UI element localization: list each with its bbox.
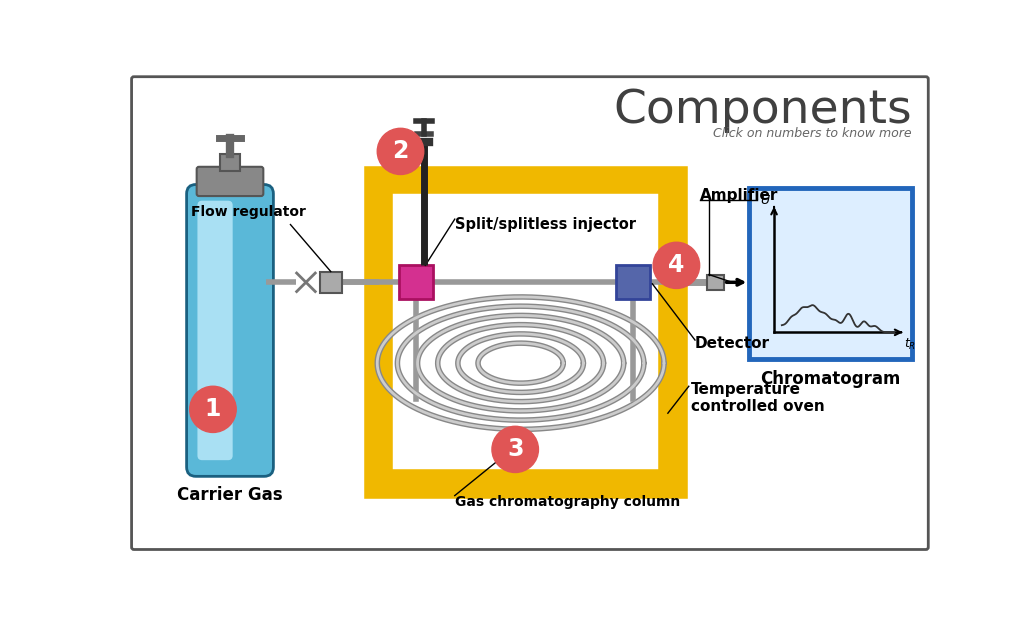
Text: Chromatogram: Chromatogram — [760, 370, 901, 388]
Text: $t_R$: $t_R$ — [905, 337, 916, 352]
Text: Flow regulator: Flow regulator — [191, 205, 306, 219]
Text: Split/splitless injector: Split/splitless injector — [455, 217, 636, 232]
Text: 1: 1 — [205, 397, 221, 422]
FancyBboxPatch shape — [186, 185, 273, 476]
Circle shape — [492, 427, 539, 472]
Bar — [706, 275, 724, 290]
Bar — [390, 192, 661, 472]
Text: Amplifier: Amplifier — [700, 188, 778, 203]
Bar — [378, 180, 672, 482]
FancyBboxPatch shape — [131, 77, 929, 549]
Circle shape — [653, 242, 700, 288]
Text: Detector: Detector — [695, 336, 770, 351]
Circle shape — [377, 128, 424, 174]
Text: U: U — [760, 194, 769, 207]
Text: 3: 3 — [507, 437, 523, 461]
FancyBboxPatch shape — [196, 167, 264, 196]
Bar — [378, 180, 672, 482]
FancyBboxPatch shape — [197, 201, 233, 460]
Bar — [220, 154, 240, 170]
Bar — [750, 188, 912, 360]
Text: 4: 4 — [668, 254, 685, 277]
Bar — [616, 265, 650, 299]
Text: Click on numbers to know more: Click on numbers to know more — [713, 126, 912, 140]
Circle shape — [189, 386, 236, 433]
Text: Carrier Gas: Carrier Gas — [177, 486, 283, 504]
Text: controlled oven: controlled oven — [691, 399, 825, 414]
Text: Components: Components — [613, 88, 912, 133]
Bar — [399, 265, 433, 299]
Text: 2: 2 — [392, 140, 408, 164]
Text: Temperature: Temperature — [691, 383, 801, 397]
Text: Gas chromatography column: Gas chromatography column — [455, 495, 680, 509]
Bar — [320, 272, 341, 293]
